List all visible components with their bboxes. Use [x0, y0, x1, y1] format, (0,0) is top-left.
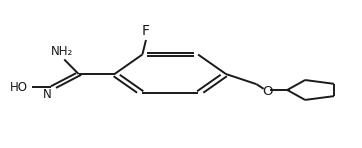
- Text: N: N: [43, 88, 52, 101]
- Text: NH₂: NH₂: [51, 45, 73, 58]
- Text: HO: HO: [10, 81, 28, 94]
- Text: O: O: [262, 85, 273, 98]
- Text: F: F: [142, 24, 150, 38]
